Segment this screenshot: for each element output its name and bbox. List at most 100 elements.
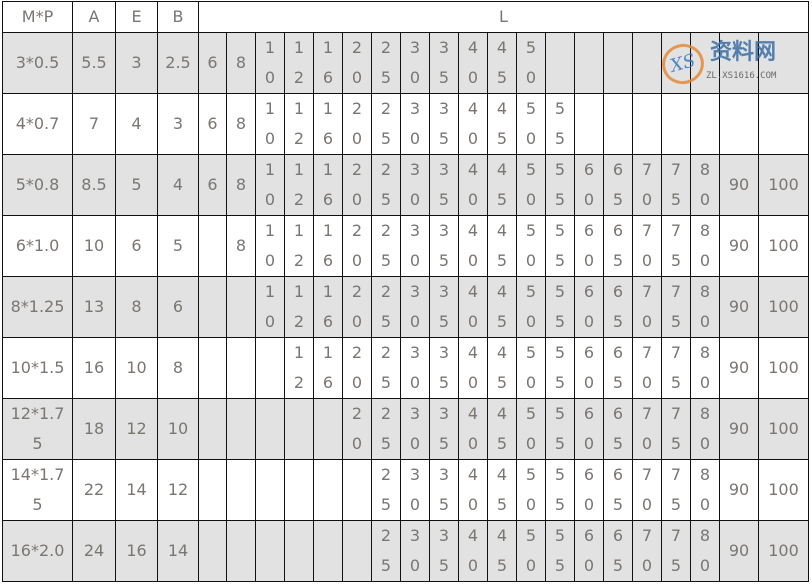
cell-l: 25 [371,93,401,155]
cell-mp: 16*2.0 [2,520,73,582]
cell-l: 80 [690,398,720,460]
cell-l: 45 [487,276,517,338]
cell-l: 10 [255,93,285,155]
cell-l: 6 [198,154,227,216]
cell-l: 100 [758,337,809,399]
watermark: XS 资料网 ZL.XS1616.COM [657,39,802,89]
cell-l: 20 [342,93,372,155]
cell-l [632,32,662,94]
cell-a: 7 [72,93,116,155]
cell-l: 40 [458,32,488,94]
cell-l [574,32,604,94]
cell-l: 40 [458,154,488,216]
cell-l: 40 [458,398,488,460]
cell-e: 16 [115,520,158,582]
cell-b: 6 [157,276,199,338]
cell-l: 100 [758,154,809,216]
cell-l: 55 [545,215,575,277]
cell-l: 45 [487,93,517,155]
cell-a: 24 [72,520,116,582]
cell-e: 10 [115,337,158,399]
cell-l: 16 [313,276,343,338]
cell-l: 55 [545,398,575,460]
cell-l: 60 [574,337,604,399]
cell-l: 12 [284,154,314,216]
cell-l: 20 [342,215,372,277]
cell-l: 45 [487,32,517,94]
cell-l: 70 [632,459,662,521]
cell-l: 90 [719,215,759,277]
header-l: L [198,1,809,33]
cell-l: 80 [690,337,720,399]
cell-l: 75 [661,459,691,521]
cell-a: 10 [72,215,116,277]
table-row: 6*1.0 10 6 5 8 10 12 16 20 25 30 35 40 45 50 55 60 65 70 75… [2,215,809,277]
cell-l: 50 [516,276,546,338]
cell-l [255,337,285,399]
cell-l: 30 [400,93,430,155]
cell-l [198,398,227,460]
cell-a: 22 [72,459,116,521]
cell-l: 55 [545,276,575,338]
cell-l: 100 [758,276,809,338]
cell-l: 8 [226,215,256,277]
cell-l: 10 [255,276,285,338]
cell-l: 40 [458,520,488,582]
cell-mp: 12*1.75 [2,398,73,460]
cell-l: 100 [758,398,809,460]
cell-l: 6 [198,93,227,155]
cell-l: 25 [371,337,401,399]
table-row: 14*1.75 22 14 12 25 30 35 40 45 50 55 60 65 70 75 80 90 1… [2,459,809,521]
cell-l: 25 [371,32,401,94]
cell-l: 20 [342,154,372,216]
cell-l: 45 [487,215,517,277]
cell-e: 8 [115,276,158,338]
cell-l: 50 [516,398,546,460]
cell-mp: 10*1.5 [2,337,73,399]
cell-b: 4 [157,154,199,216]
cell-l: 75 [661,276,691,338]
cell-l: 75 [661,520,691,582]
table-row: 10*1.5 16 10 8 12 16 20 25 30 35 40 45 50 55 60 65 70 75 8… [2,337,809,399]
cell-l: 35 [429,154,459,216]
cell-l: 8 [226,32,256,94]
cell-e: 12 [115,398,158,460]
table-row: 8*1.25 13 8 6 10 12 16 20 25 30 35 40 45 50 55 60 65 70 75… [2,276,809,338]
cell-l [690,32,720,94]
cell-l: 65 [603,398,633,460]
watermark-text: 资料网 [710,40,777,65]
cell-l [661,93,691,155]
cell-l: 16 [313,32,343,94]
cell-l: 40 [458,459,488,521]
cell-l: 35 [429,337,459,399]
cell-l: 10 [255,32,285,94]
cell-l: 70 [632,276,662,338]
cell-l: 8 [226,154,256,216]
table-row: 12*1.75 18 12 10 20 25 30 35 40 45 50 55 60 65 70 75 80 9… [2,398,809,460]
header-e: E [115,1,158,33]
cell-l: 20 [342,337,372,399]
table-row: 5*0.8 8.5 5 4 6 8 10 12 16 20 25 30 35 40 45 50 55 60 65 70… [2,154,809,216]
header-mp: M*P [2,1,73,33]
cell-l: 90 [719,337,759,399]
cell-l [198,215,227,277]
cell-l: 30 [400,215,430,277]
cell-l [690,93,720,155]
cell-l: 25 [371,154,401,216]
cell-l: 45 [487,337,517,399]
cell-b: 8 [157,337,199,399]
cell-l [226,520,256,582]
cell-l: 50 [516,215,546,277]
cell-l [198,520,227,582]
cell-mp: 8*1.25 [2,276,73,338]
cell-l [313,520,343,582]
cell-mp: 6*1.0 [2,215,73,277]
cell-a: 13 [72,276,116,338]
cell-l: 65 [603,276,633,338]
cell-mp: 4*0.7 [2,93,73,155]
cell-l: 75 [661,154,691,216]
cell-l: 100 [758,215,809,277]
header-a: A [72,1,116,33]
watermark-url: ZL.XS1616.COM [706,71,777,81]
cell-l: 50 [516,459,546,521]
